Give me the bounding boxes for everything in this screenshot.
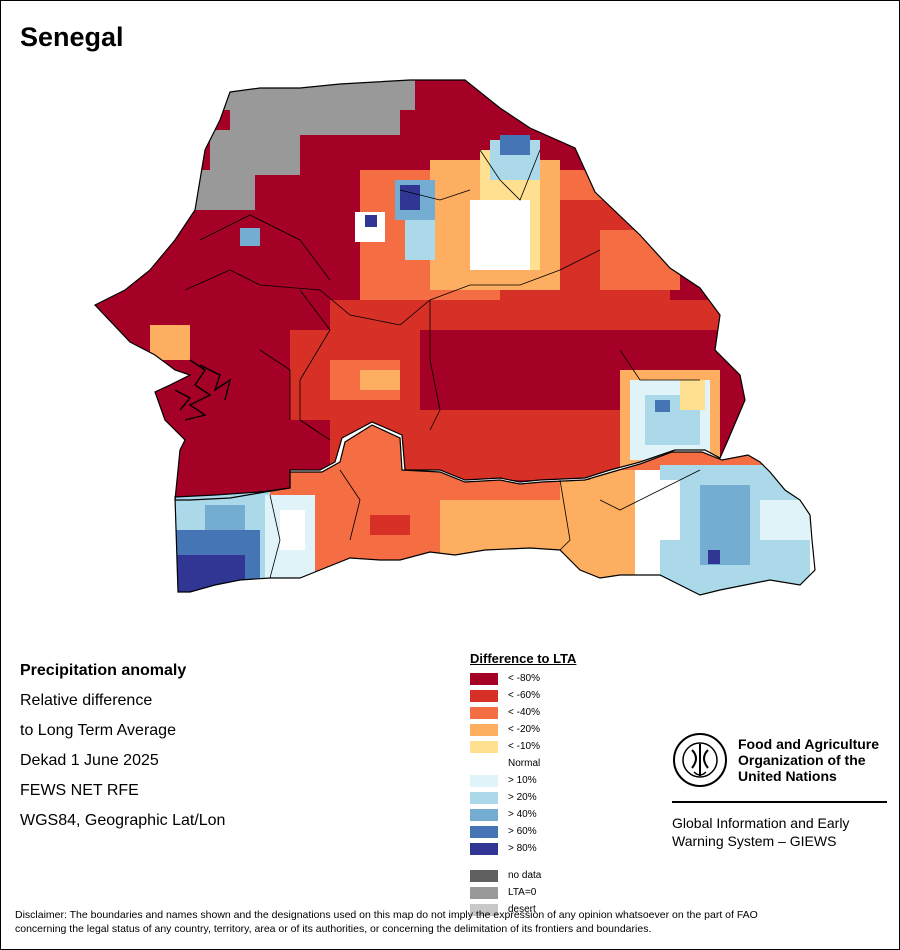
disclaimer-line-2: concerning the legal status of any count… [15,923,652,935]
legend: Difference to LTA < -80% < -60% < -40% < -2… [470,651,576,918]
legend-item-label: > 80% [508,843,537,854]
legend-item-row: > 20% [470,789,576,806]
fao-emblem-icon [673,733,727,787]
info-line-2: to Long Term Average [20,722,176,739]
legend-extra-item-swatch [470,903,498,916]
legend-title: Difference to LTA [470,651,577,666]
legend-item-swatch [470,672,498,685]
legend-item-row: > 10% [470,772,576,789]
legend-item-row: > 60% [470,823,576,840]
legend-item-label: < -80% [508,673,540,684]
legend-item-swatch [470,774,498,787]
legend-item-label: < -20% [508,724,540,735]
giews-line-2: Warning System – GIEWS [672,833,837,849]
legend-item-swatch [470,757,498,770]
legend-extra-item-label: desert [508,904,536,915]
legend-extra-items: no data LTA=0 desert [470,867,576,918]
legend-extra-item-row: desert [470,901,576,918]
legend-item-swatch [470,689,498,702]
legend-item-label: > 60% [508,826,537,837]
legend-item-swatch [470,825,498,838]
info-heading: Precipitation anomaly [20,662,187,679]
legend-extra-item-label: LTA=0 [508,887,537,898]
legend-item-row: > 80% [470,840,576,857]
legend-item-swatch [470,740,498,753]
legend-item-label: > 10% [508,775,537,786]
legend-item-label: < -10% [508,741,540,752]
legend-item-label: Normal [508,758,541,769]
legend-item-label: < -60% [508,690,540,701]
info-line-1: Relative difference [20,692,153,709]
legend-item-row: < -80% [470,670,576,687]
info-line-4: FEWS NET RFE [20,782,139,799]
legend-item-label: > 20% [508,792,537,803]
legend-item-swatch [470,808,498,821]
legend-item-row: Normal [470,755,576,772]
legend-extra-item-label: no data [508,870,542,881]
legend-item-row: < -40% [470,704,576,721]
legend-extra-item-swatch [470,869,498,882]
legend-item-swatch [470,791,498,804]
giews-line-1: Global Information and Early [672,815,850,831]
fao-name: Food and Agriculture Organization of the… [738,736,879,784]
senegal-anomaly-map [94,79,816,596]
fao-name-line-1: Food and Agriculture [738,736,880,752]
legend-extra-item-row: LTA=0 [470,884,576,901]
info-line-3: Dekad 1 June 2025 [20,752,159,769]
legend-item-row: < -10% [470,738,576,755]
legend-item-label: > 40% [508,809,537,820]
fao-name-line-3: United Nations [738,768,837,784]
legend-item-swatch [470,842,498,855]
legend-item-label: < -40% [508,707,540,718]
info-line-5: WGS84, Geographic Lat/Lon [20,812,226,829]
legend-item-row: > 40% [470,806,576,823]
map-title: Senegal [20,22,124,52]
legend-item-row: < -20% [470,721,576,738]
map-info-block: Precipitation anomaly Relative differenc… [20,656,225,836]
disclaimer: Disclaimer: The boundaries and names sho… [15,908,885,936]
disclaimer-line-1: Disclaimer: The boundaries and names sho… [15,909,758,921]
logo-divider [672,801,887,803]
legend-extra-item-swatch [470,886,498,899]
legend-item-swatch [470,723,498,736]
legend-item-swatch [470,706,498,719]
legend-extra-item-row: no data [470,867,576,884]
giews-name: Global Information and Early Warning Sys… [672,814,849,850]
legend-items: < -80% < -60% < -40% < -20% < -10% Normal > 10… [470,670,576,857]
fao-name-line-2: Organization of the [738,752,866,768]
legend-item-row: < -60% [470,687,576,704]
